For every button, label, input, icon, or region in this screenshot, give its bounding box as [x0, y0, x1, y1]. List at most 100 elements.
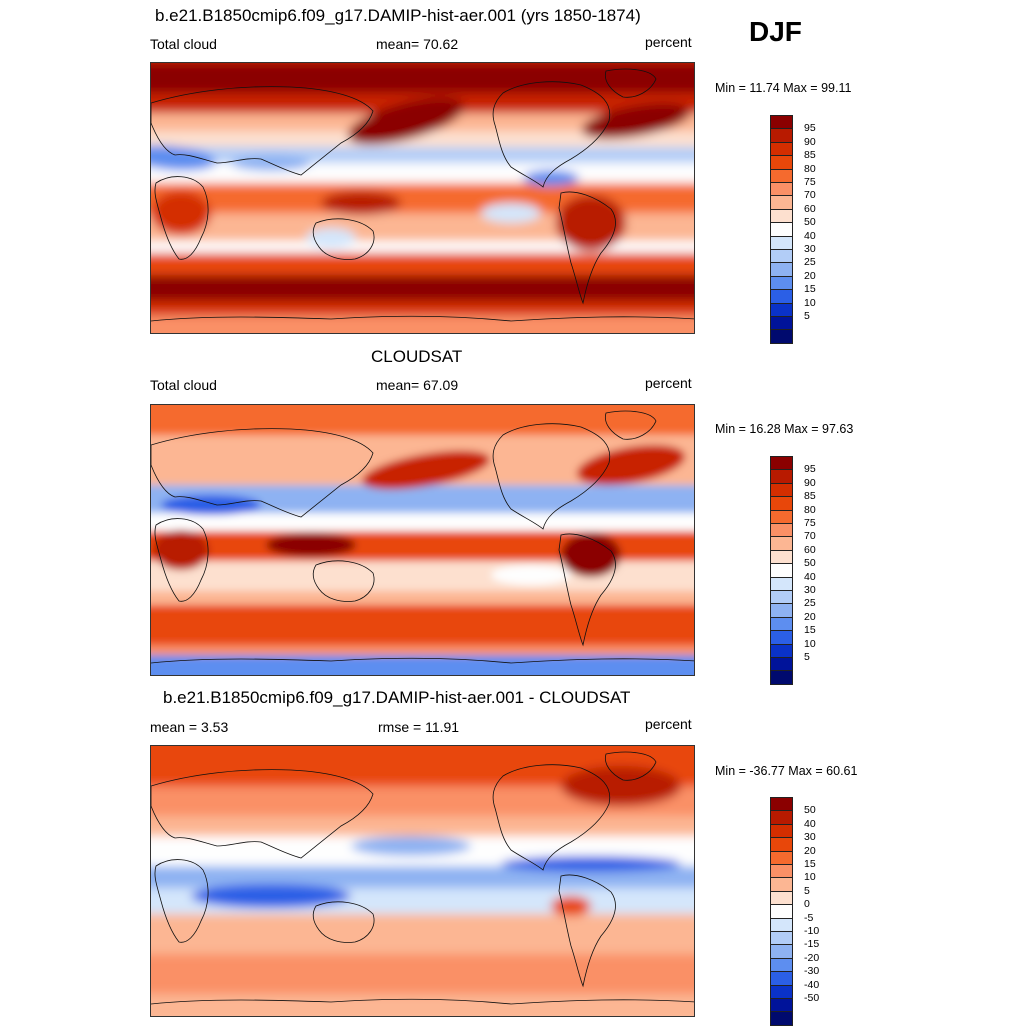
colorbar-level-label: -30 — [804, 965, 820, 978]
colorbar-level-label: 80 — [804, 503, 816, 516]
colorbar-level-label: 90 — [804, 135, 816, 148]
colorbar-swatch — [770, 576, 793, 591]
colorbar-level-label: -50 — [804, 992, 820, 1004]
colorbar-level-label: 10 — [804, 296, 816, 309]
colorbar-swatch — [770, 235, 793, 250]
colorbar-swatch — [770, 549, 793, 565]
colorbar-level-label: 25 — [804, 597, 816, 610]
colorbar-swatch — [770, 890, 793, 906]
colorbar-swatch — [770, 182, 793, 197]
colorbar-swatch — [770, 590, 793, 605]
colorbar-level-label: 50 — [804, 557, 816, 570]
mean-label: mean= 67.09 — [376, 377, 459, 393]
colorbar-level-label: 20 — [804, 269, 816, 282]
colorbar-swatch — [770, 823, 793, 839]
colorbar-swatch — [770, 971, 793, 986]
colorbar-swatch — [770, 670, 793, 685]
colorbar-swatch — [770, 509, 793, 524]
colorbar-swatch — [770, 944, 793, 959]
colorbar-swatch — [770, 482, 793, 498]
units-label: percent — [645, 375, 692, 391]
colorbar-swatch — [770, 195, 793, 210]
colorbar-level-label: 85 — [804, 149, 816, 162]
colorbar-swatch — [770, 249, 793, 264]
colorbar-swatch — [770, 957, 793, 973]
colorbar-level-label: 95 — [804, 122, 816, 135]
colorbar-swatch — [770, 128, 793, 143]
colorbar-swatch — [770, 864, 793, 879]
colorbar-swatch — [770, 523, 793, 538]
units-label: percent — [645, 34, 692, 50]
colorbar-level-label: 60 — [804, 202, 816, 215]
colorbar: 50 40 30 20 15 10 5 0 -5 -10 -15 -20 -30 -40 -50 — [770, 797, 819, 1026]
colorbar-level-label: 10 — [804, 871, 816, 884]
colorbar-swatch — [770, 616, 793, 632]
colorbar-level-label: 10 — [804, 637, 816, 650]
season-label: DJF — [749, 16, 802, 47]
colorbar-swatch — [770, 810, 793, 825]
colorbar-swatch — [770, 917, 793, 932]
colorbar-level-label: 15 — [804, 858, 816, 870]
colorbar-swatch — [770, 456, 793, 471]
colorbar-level-label: 40 — [804, 570, 816, 583]
colorbar-swatch — [770, 603, 793, 618]
mean-label: mean= 70.62 — [376, 36, 459, 52]
colorbar-swatch — [770, 984, 793, 999]
min-max-label: Min = 11.74 Max = 99.11 — [715, 81, 852, 95]
colorbar-swatch — [770, 657, 793, 672]
colorbar-level-label: 30 — [804, 584, 816, 596]
colorbar-level-label: 50 — [804, 804, 816, 817]
colorbar-level-label: -15 — [804, 938, 820, 951]
colorbar-swatch — [770, 262, 793, 277]
colorbar-swatch — [770, 289, 793, 304]
colorbar-level-label: 75 — [804, 517, 816, 529]
colorbar-swatch — [770, 329, 793, 344]
colorbar-swatch — [770, 469, 793, 484]
colorbar-swatch — [770, 630, 793, 645]
colorbar-swatch — [770, 302, 793, 317]
colorbar-level-label: 40 — [804, 229, 816, 242]
colorbar-level-label: 5 — [804, 310, 810, 322]
colorbar-swatch — [770, 316, 793, 331]
colorbar-level-label: 5 — [804, 651, 810, 663]
colorbar-swatch — [770, 850, 793, 865]
colorbar-level-label: 50 — [804, 216, 816, 229]
colorbar-swatch — [770, 643, 793, 658]
panel-title: b.e21.B1850cmip6.f09_g17.DAMIP-hist-aer.… — [163, 688, 631, 707]
min-max-label: Min = 16.28 Max = 97.63 — [715, 422, 854, 436]
colorbar-level-label: 70 — [804, 189, 816, 202]
colorbar-level-label: 20 — [804, 844, 816, 857]
colorbar-level-label: 70 — [804, 530, 816, 543]
colorbar-swatch — [770, 115, 793, 130]
colorbar-level-label: 75 — [804, 176, 816, 188]
cloud-map — [150, 62, 695, 334]
colorbar-level-label: 95 — [804, 463, 816, 476]
colorbar-swatch — [770, 904, 793, 919]
variable-label: Total cloud — [150, 36, 217, 52]
colorbar-swatch — [770, 208, 793, 224]
min-max-label: Min = -36.77 Max = 60.61 — [715, 764, 858, 778]
variable-label: Total cloud — [150, 377, 217, 393]
colorbar-level-label: 20 — [804, 610, 816, 623]
cloud-map — [150, 404, 695, 676]
colorbar-level-label: -5 — [804, 911, 814, 924]
colorbar: 95 90 85 80 75 70 60 50 40 30 25 20 15 10 5 — [770, 115, 816, 344]
panel-title: b.e21.B1850cmip6.f09_g17.DAMIP-hist-aer.… — [155, 6, 641, 25]
difference-map — [150, 745, 695, 1017]
colorbar-swatch — [770, 877, 793, 892]
colorbar: 95 90 85 80 75 70 60 50 40 30 25 20 15 10 5 — [770, 456, 816, 685]
colorbar-level-label: -10 — [804, 925, 820, 937]
colorbar-level-label: 5 — [804, 884, 810, 897]
colorbar-swatch — [770, 222, 793, 237]
colorbar-swatch — [770, 797, 793, 812]
colorbar-swatch — [770, 536, 793, 551]
colorbar-swatch — [770, 931, 793, 946]
colorbar-level-label: 25 — [804, 256, 816, 269]
units-label: percent — [645, 716, 692, 732]
colorbar-level-label: -20 — [804, 951, 820, 964]
colorbar-level-label: 90 — [804, 476, 816, 489]
colorbar-level-label: 15 — [804, 283, 816, 296]
colorbar-swatch — [770, 141, 793, 157]
colorbar-level-label: 80 — [804, 162, 816, 175]
colorbar-level-label: 15 — [804, 624, 816, 637]
